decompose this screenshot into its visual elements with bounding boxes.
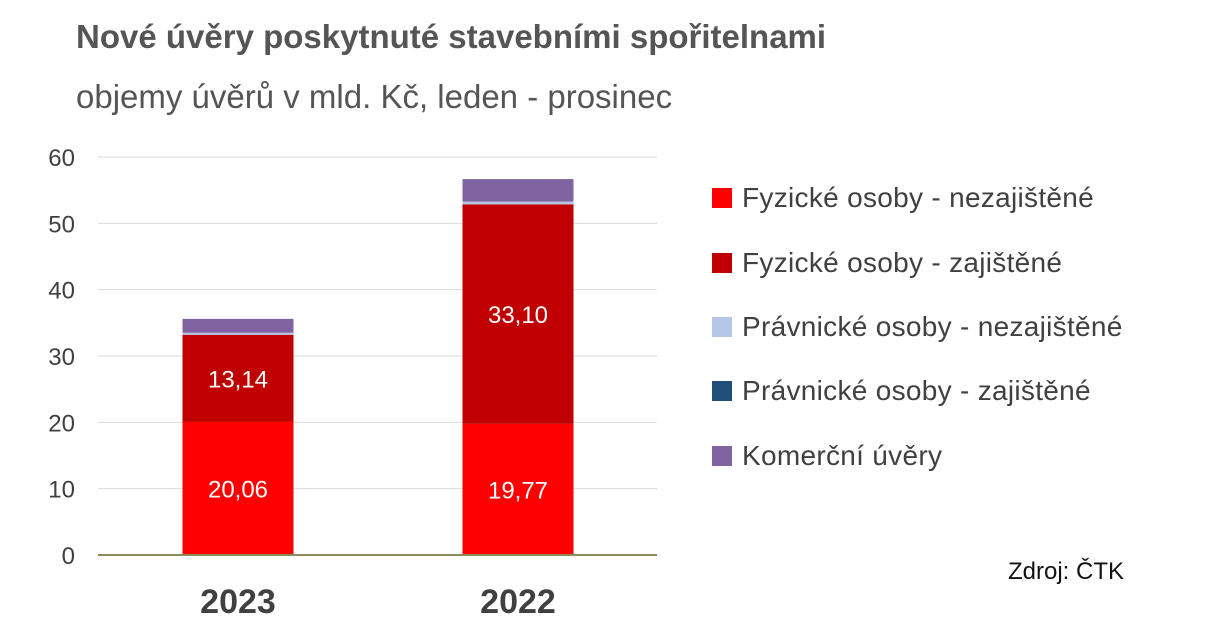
legend-item: Právnické osoby - nezajištěné xyxy=(712,295,1123,359)
legend-swatch xyxy=(712,252,732,273)
legend-item: Fyzické osoby - nezajištěné xyxy=(712,166,1123,230)
y-tick-label: 10 xyxy=(48,477,75,504)
y-tick-label: 30 xyxy=(48,344,75,371)
legend-label: Právnické osoby - zajištěné xyxy=(742,375,1091,407)
x-category-label: 2022 xyxy=(480,583,556,621)
y-tick-label: 0 xyxy=(62,543,75,570)
bar-segment xyxy=(462,423,574,555)
bar-segment xyxy=(462,204,574,424)
legend-item: Právnické osoby - zajištěné xyxy=(712,359,1123,423)
chart-title: Nové úvěry poskytnuté stavebními spořite… xyxy=(76,18,827,55)
y-tick-label: 50 xyxy=(48,211,75,238)
data-label: 33,10 xyxy=(488,302,548,329)
legend-swatch xyxy=(712,381,732,402)
chart-plot: 20,06 13,14 19,77 33,10 0 10 20 30 40 50 60 2023 20… xyxy=(48,145,657,621)
bar-segment xyxy=(182,421,294,555)
chart-subtitle: objemy úvěrů v mld. Kč, leden - prosinec xyxy=(76,78,673,115)
legend-label: Fyzické osoby - nezajištěné xyxy=(742,182,1095,214)
legend-swatch xyxy=(712,188,732,209)
data-label: 19,77 xyxy=(488,477,548,504)
legend-label: Fyzické osoby - zajištěné xyxy=(742,246,1063,278)
chart-legend: Fyzické osoby - nezajištěné Fyzické osoby… xyxy=(712,166,1123,488)
source-note: Zdroj: ČTK xyxy=(1008,558,1125,585)
data-label: 20,06 xyxy=(208,476,268,503)
bar-segment xyxy=(462,201,574,205)
data-label: 13,14 xyxy=(208,366,268,393)
x-category-label: 2023 xyxy=(200,583,276,621)
bar-segment xyxy=(182,332,294,335)
legend-swatch xyxy=(712,445,732,466)
legend-label: Právnické osoby - nezajištěné xyxy=(742,310,1123,342)
bar-segment xyxy=(182,334,294,422)
legend-item: Komerční úvěry xyxy=(712,424,1123,488)
bar-segment xyxy=(462,179,574,202)
y-tick-label: 20 xyxy=(48,410,75,437)
legend-label: Komerční úvěry xyxy=(742,439,943,471)
legend-swatch xyxy=(712,316,732,337)
bar-segment xyxy=(182,318,294,333)
legend-item: Fyzické osoby - zajištěné xyxy=(712,230,1123,294)
y-tick-label: 60 xyxy=(48,145,75,172)
y-tick-label: 40 xyxy=(48,278,75,305)
